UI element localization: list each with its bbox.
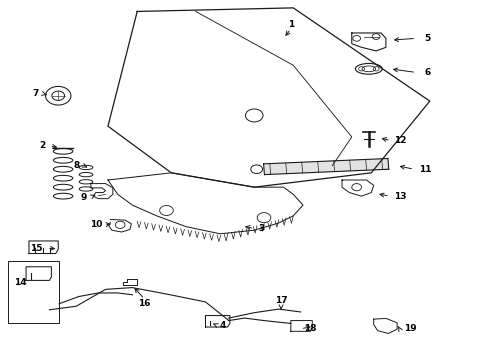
Text: 1: 1 (287, 19, 293, 28)
Text: 6: 6 (424, 68, 429, 77)
Text: 14: 14 (14, 278, 26, 287)
Text: 12: 12 (393, 136, 406, 145)
Text: 3: 3 (258, 224, 264, 233)
Bar (8, 261, 59, 323)
Text: 7: 7 (33, 89, 39, 98)
Text: 9: 9 (80, 193, 86, 202)
Text: 18: 18 (304, 324, 316, 333)
Text: 19: 19 (403, 324, 416, 333)
Text: 15: 15 (29, 244, 42, 253)
Text: 4: 4 (219, 321, 225, 330)
Text: 11: 11 (418, 165, 430, 174)
Text: 16: 16 (138, 299, 150, 308)
Text: 10: 10 (89, 220, 102, 229)
Text: 17: 17 (274, 296, 287, 305)
Text: 8: 8 (73, 161, 79, 170)
Text: 5: 5 (424, 34, 429, 43)
Text: 13: 13 (393, 192, 406, 201)
Text: 2: 2 (39, 141, 45, 150)
